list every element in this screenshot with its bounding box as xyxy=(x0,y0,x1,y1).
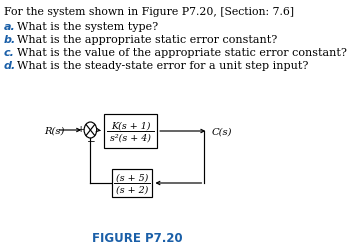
Text: K(s + 1): K(s + 1) xyxy=(111,121,150,130)
Text: FIGURE P7.20: FIGURE P7.20 xyxy=(92,231,183,244)
Text: +: + xyxy=(77,125,85,134)
Text: −: − xyxy=(87,138,96,147)
FancyBboxPatch shape xyxy=(104,114,157,148)
Text: c.: c. xyxy=(4,48,15,58)
Text: What is the steady-state error for a unit step input?: What is the steady-state error for a uni… xyxy=(16,61,308,71)
Text: (s + 2): (s + 2) xyxy=(116,185,148,194)
FancyBboxPatch shape xyxy=(112,169,153,197)
Text: For the system shown in Figure P7.20, [Section: 7.6]: For the system shown in Figure P7.20, [S… xyxy=(4,7,294,17)
Text: b.: b. xyxy=(4,35,16,45)
Text: a.: a. xyxy=(4,22,16,32)
Text: s²(s + 4): s²(s + 4) xyxy=(110,133,151,142)
Text: (s + 5): (s + 5) xyxy=(116,173,148,182)
Text: C(s): C(s) xyxy=(211,127,232,136)
Text: R(s): R(s) xyxy=(44,126,64,135)
Text: What is the system type?: What is the system type? xyxy=(16,22,158,32)
Text: What is the appropriate static error constant?: What is the appropriate static error con… xyxy=(16,35,277,45)
Text: d.: d. xyxy=(4,61,16,71)
Text: What is the value of the appropriate static error constant?: What is the value of the appropriate sta… xyxy=(16,48,346,58)
